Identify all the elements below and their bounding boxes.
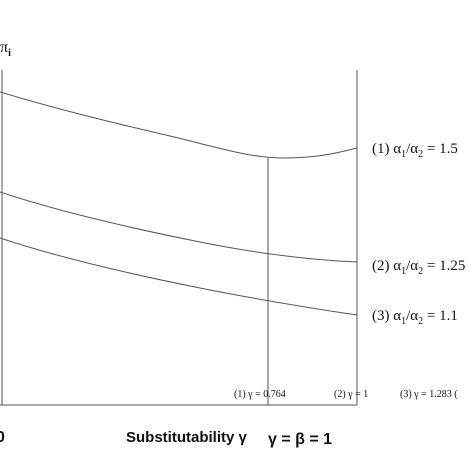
label-part: /α <box>406 308 418 324</box>
curve-label: (1) α1/α2 = 1.5 <box>372 141 458 160</box>
label-part: = 1.5 <box>423 141 458 157</box>
x-mark-label: (2) γ = 1 <box>334 389 368 400</box>
curve-label: (3) α1/α2 = 1.1 <box>372 308 458 327</box>
label-part: 1 <box>401 149 406 160</box>
label-part: /α <box>406 258 418 274</box>
label-part: 1 <box>401 266 406 277</box>
label-part: 2 <box>418 316 423 327</box>
y-label: πi <box>0 39 11 59</box>
label-part: (2) α <box>372 258 401 274</box>
curve-label: (2) α1/α2 = 1.25 <box>372 258 465 277</box>
label-part: π <box>0 39 8 56</box>
x-note: γ = β = 1 <box>268 431 332 448</box>
label-part: = 1.25 <box>423 258 465 274</box>
label-part: 2 <box>418 149 423 160</box>
x-mark-label: (1) γ = 0.764 <box>234 389 286 400</box>
label-part: i <box>8 48 11 59</box>
label-part: = 1.1 <box>423 308 458 324</box>
curve <box>0 91 358 159</box>
x-mark-label: (3) γ = 1.283 ( <box>400 389 458 400</box>
label-part: /α <box>406 141 418 157</box>
label-part: 1 <box>401 316 406 327</box>
curve <box>0 191 358 263</box>
label-part: 2 <box>418 266 423 277</box>
curve <box>0 237 358 316</box>
label-part: (3) α <box>372 308 401 324</box>
x-axis-label: Substitutability γ <box>126 429 248 446</box>
origin-label: 0 <box>0 429 5 446</box>
label-part: (1) α <box>372 141 401 157</box>
